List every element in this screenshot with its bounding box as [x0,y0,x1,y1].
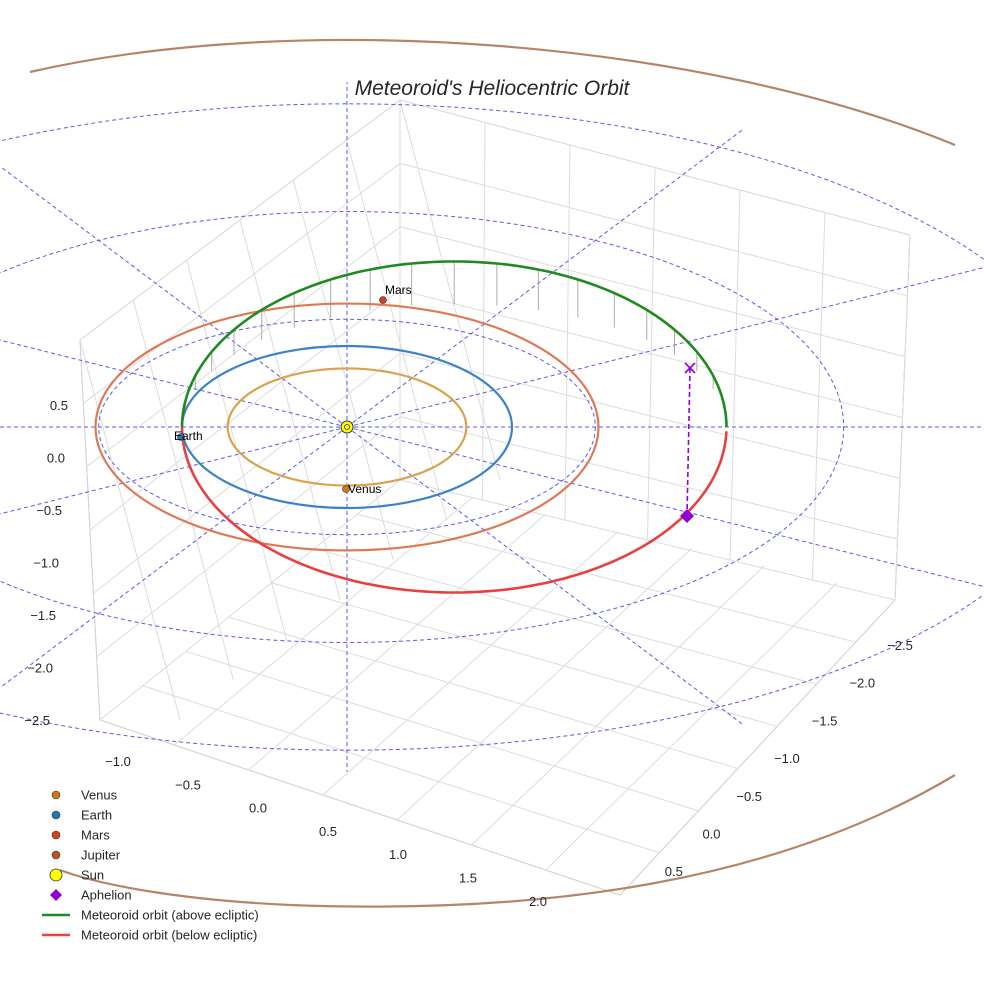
z-tick-label: 0.5 [50,398,68,413]
y-tick-label: −1.0 [774,751,800,766]
svg-text:Earth: Earth [81,808,112,823]
earth-label: Earth [174,429,203,443]
chart-title: Meteoroid's Heliocentric Orbit [355,77,631,100]
x-tick-label: −1.0 [105,754,131,769]
y-tick-label: 0.0 [702,827,720,842]
y-tick-label: 0.5 [665,864,683,879]
x-tick-label: 0.0 [249,801,267,816]
legend: Venus Earth Mars Jupiter Sun Aphelion Meteoroi… [42,788,259,943]
legend-entry: Aphelion [50,888,132,903]
z-tick-label: −2.0 [27,661,53,676]
axes-grid [79,99,911,871]
legend-entry: Earth [51,808,112,823]
z-tick-label: −1.5 [30,608,56,623]
legend-entry: Mars [51,828,110,843]
x-tick-label: 1.5 [459,871,477,886]
y-tick-label: −2.5 [887,638,913,653]
earth-marker [177,433,185,441]
svg-text:Meteoroid orbit (above eclipti: Meteoroid orbit (above ecliptic) [81,908,259,923]
aphelion-projection-cross [684,362,696,374]
aphelion-marker [680,509,694,523]
x-tick-label: −0.5 [175,777,201,792]
mars-marker [379,296,387,304]
svg-text:Mars: Mars [81,828,110,843]
svg-text:Venus: Venus [81,788,118,803]
mars-orbit [94,302,600,552]
aphelion-drop-line [686,367,691,517]
axes-box [79,99,911,896]
legend-entry: Meteoroid orbit (above ecliptic) [42,908,259,923]
legend-entry: Meteoroid orbit (below ecliptic) [42,928,257,943]
x-tick-label: 1.0 [389,847,407,862]
z-tick-label: −2.5 [24,713,50,728]
sun-marker [340,420,354,434]
svg-text:Meteoroid orbit (below eclipti: Meteoroid orbit (below ecliptic) [81,928,257,943]
tick-labels: −1.0 −0.5 0.0 0.5 1.0 1.5 2.0 −2.5 −2.0 −1.5 −1.0 −… [24,398,913,909]
svg-text:Jupiter: Jupiter [81,848,121,863]
venus-marker [342,485,350,493]
x-tick-label: 0.5 [319,824,337,839]
meteoroid-orbit-above [180,260,728,428]
y-tick-label: −1.5 [812,713,838,728]
jupiter-orbit-front [59,774,956,908]
legend-entry: Sun [49,868,104,883]
z-tick-label: −0.5 [36,503,62,518]
z-tick-label: −1.0 [33,556,59,571]
x-tick-label: 2.0 [529,894,547,909]
legend-entry: Venus [51,788,118,803]
svg-text:Sun: Sun [81,868,104,883]
y-tick-label: −0.5 [736,789,762,804]
jupiter-orbit [29,38,956,147]
aphelion-projection [680,362,696,523]
z-tick-label: 0.0 [47,451,65,466]
mars-label: Mars [385,283,412,297]
legend-entry: Jupiter [51,848,121,863]
ecliptic-grid [0,82,984,772]
drop-lines [184,261,724,408]
svg-text:Aphelion: Aphelion [81,888,132,903]
venus-label: Venus [348,482,381,496]
y-tick-label: −2.0 [849,676,875,691]
